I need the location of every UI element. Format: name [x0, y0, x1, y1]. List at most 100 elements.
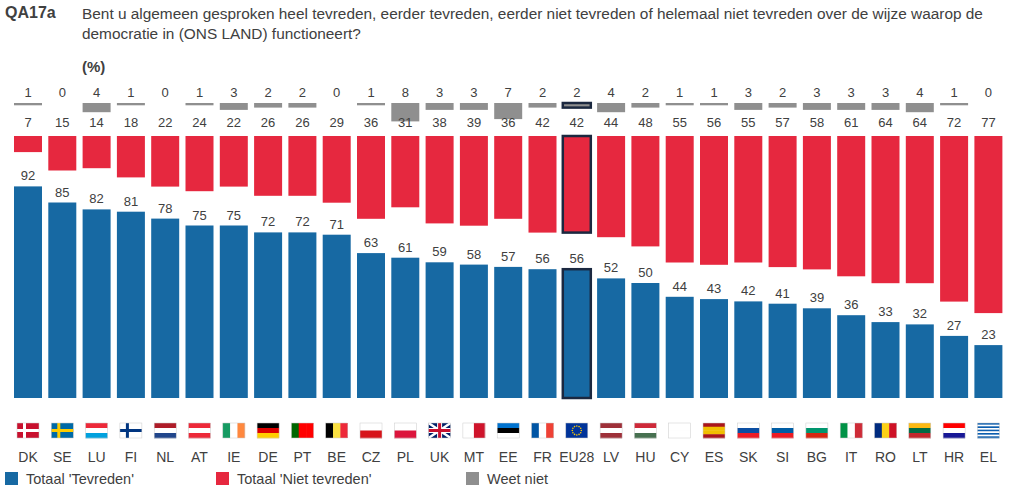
- bar: [563, 103, 591, 108]
- plot-area: [14, 103, 1002, 398]
- data-label: 1: [196, 85, 203, 100]
- flag-stripe: [306, 423, 314, 438]
- flag-border: [806, 423, 828, 438]
- bar: [391, 258, 419, 398]
- flag-bg: [223, 423, 245, 438]
- data-label: 64: [878, 115, 892, 130]
- flag: [737, 423, 759, 438]
- data-label: 57: [501, 249, 515, 264]
- flag-bg: [532, 423, 554, 438]
- flag-stripe: [394, 423, 416, 431]
- data-label: 75: [227, 208, 241, 223]
- flag: [189, 423, 211, 438]
- bar: [357, 136, 385, 219]
- data-label: 0: [985, 85, 992, 100]
- flag-stripe: [703, 427, 725, 431]
- flag-stripe: [463, 423, 474, 438]
- flag-border: [394, 423, 416, 438]
- data-label: 50: [638, 265, 652, 280]
- flag-bg: [86, 423, 108, 438]
- flag: [943, 423, 965, 438]
- tick-label: FR: [533, 449, 552, 465]
- flag-stripe: [737, 423, 759, 428]
- flag-stripe: [566, 423, 588, 438]
- bar: [906, 136, 934, 283]
- bar: [631, 136, 659, 246]
- bar: [837, 103, 865, 110]
- tick-label: CY: [670, 449, 690, 465]
- flag-bg: [600, 423, 622, 438]
- flag-bg: [17, 423, 39, 438]
- bar: [700, 103, 728, 105]
- flag-stripe: [237, 423, 245, 438]
- tick-label: EU28: [559, 449, 594, 465]
- data-label: 71: [329, 217, 343, 232]
- flag: [909, 423, 931, 438]
- flag-stripe: [189, 433, 211, 438]
- flag-stripe: [737, 428, 759, 433]
- data-label: 0: [333, 85, 340, 100]
- flag-border: [257, 423, 279, 438]
- flag-stripe: [291, 423, 299, 438]
- data-label: 2: [779, 85, 786, 100]
- data-label: 58: [810, 115, 824, 130]
- data-label: 0: [59, 85, 66, 100]
- data-label: 39: [810, 290, 824, 305]
- flag: [257, 423, 279, 438]
- bar: [974, 103, 1002, 104]
- bar: [803, 136, 831, 269]
- flag: [600, 423, 622, 438]
- flag: [703, 423, 725, 438]
- flag-stripe: [257, 428, 279, 433]
- flag-border: [909, 423, 931, 438]
- subtitle: Bent u algemeen gesproken heel tevreden,…: [82, 4, 1017, 44]
- flag-bg: [634, 423, 656, 438]
- flag-stripe: [497, 433, 519, 438]
- flag-stripe: [634, 428, 656, 433]
- bar: [220, 103, 248, 110]
- y-label: (%): [82, 58, 105, 75]
- flag-stripe: [909, 428, 931, 433]
- flag-stripe: [909, 433, 931, 438]
- flag-stripe: [855, 423, 863, 438]
- legend-swatch: [466, 472, 479, 485]
- data-label: 44: [604, 115, 618, 130]
- data-label: 44: [672, 279, 686, 294]
- bar: [357, 253, 385, 398]
- flag-stripe: [326, 423, 334, 438]
- bar: [597, 103, 625, 112]
- bar: [940, 103, 968, 105]
- flag-stripe: [120, 423, 142, 438]
- flag-stripe: [703, 423, 725, 427]
- flag-star: [576, 434, 578, 436]
- flag-stripe: [17, 423, 39, 438]
- bar: [83, 103, 111, 112]
- flag: [326, 423, 348, 438]
- legend-swatch: [216, 472, 229, 485]
- tick-label: AT: [191, 449, 208, 465]
- bar: [597, 278, 625, 398]
- flag-stripe: [429, 429, 451, 432]
- data-label: 57: [775, 115, 789, 130]
- flag: [669, 423, 691, 438]
- bar: [769, 136, 797, 267]
- flag-stripe: [669, 423, 691, 431]
- flag-stripe: [86, 433, 108, 438]
- bar: [666, 136, 694, 263]
- data-label: 2: [642, 85, 649, 100]
- flag-bg: [566, 423, 588, 438]
- data-labels: 9271851508214481181782207524175223722627…: [21, 85, 996, 342]
- data-label: 48: [638, 115, 652, 130]
- bar: [837, 315, 865, 398]
- flag: [86, 423, 108, 438]
- tick-label: LV: [603, 449, 620, 465]
- flag-stripe: [806, 428, 828, 433]
- data-label: 15: [55, 115, 69, 130]
- bar: [631, 103, 659, 108]
- flag-border: [17, 423, 39, 438]
- flag: [840, 423, 862, 438]
- flag-stripe: [806, 423, 828, 428]
- flag-stripe: [474, 423, 485, 438]
- bar: [494, 267, 522, 398]
- bar: [872, 322, 900, 398]
